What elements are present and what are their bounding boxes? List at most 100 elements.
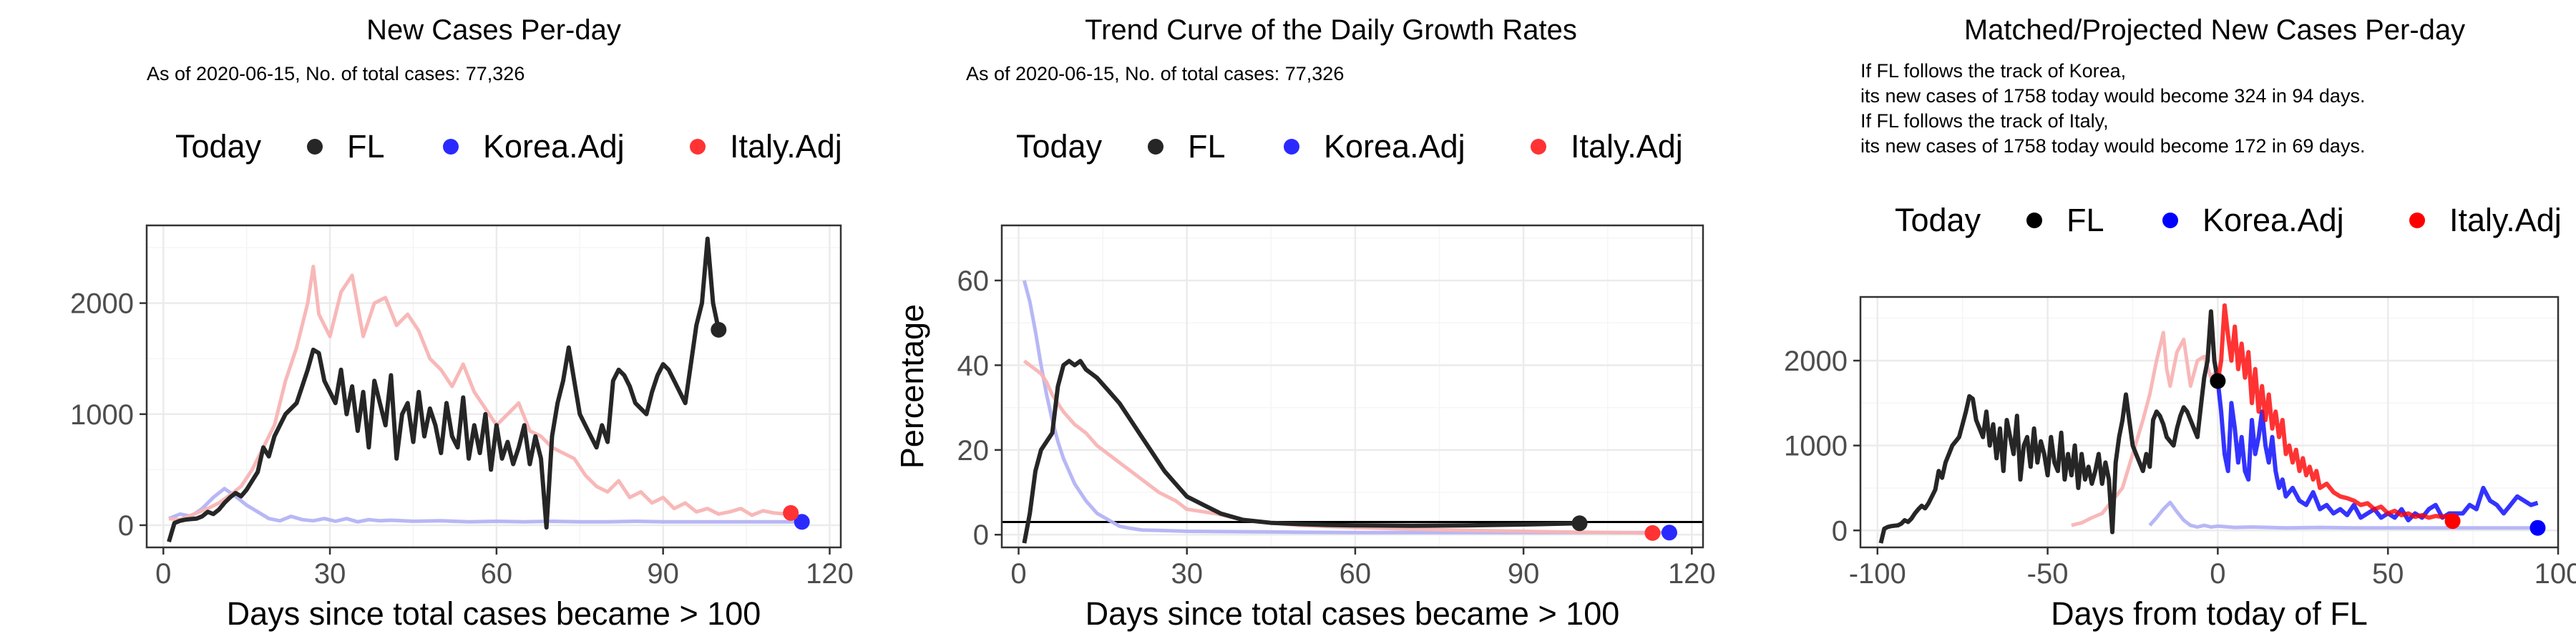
y-tick-label: 2000 — [70, 288, 134, 320]
chart-panel-2: Trend Curve of the Daily Growth Rates As … — [894, 14, 1716, 632]
series-line-fl — [167, 236, 721, 543]
chart-title: Trend Curve of the Daily Growth Rates — [1085, 14, 1577, 46]
x-tick-label: 0 — [1010, 558, 1026, 590]
axes: 0 30 60 90 120 0 1000 2000 — [70, 288, 854, 590]
legend-key-fl — [1148, 139, 1163, 155]
x-tick-label: -50 — [2027, 558, 2069, 590]
x-tick-label: 50 — [2372, 558, 2404, 590]
end-point-italy-adj — [2444, 513, 2461, 530]
y-tick-label: 60 — [957, 265, 990, 297]
chart-subtitle-line: its new cases of 1758 today would become… — [1860, 135, 2365, 157]
legend-label: FL — [1188, 128, 1226, 165]
chart-panel-3: Matched/Projected New Cases Per-day If FL… — [1784, 14, 2576, 632]
x-tick-label: 120 — [1668, 558, 1716, 590]
series-line-korea-adj-matched-history — [2148, 500, 2538, 530]
series-line-fl — [1878, 309, 2220, 544]
y-tick-label: 0 — [118, 510, 134, 542]
y-tick-label: 40 — [957, 350, 990, 381]
plot-background — [1002, 225, 1703, 547]
plot-background — [147, 225, 841, 547]
legend-label: Italy.Adj — [2449, 202, 2562, 238]
chart-subtitle-line: If FL follows the track of Korea, — [1860, 60, 2126, 82]
end-points — [2210, 373, 2546, 536]
x-tick-label: 0 — [155, 558, 171, 590]
series-line-italy-adj-matched-history — [2071, 331, 2220, 527]
panel-border — [1859, 296, 2560, 549]
legend-key-korea-adj — [2162, 213, 2178, 228]
end-point-korea-adj — [1661, 525, 1677, 541]
y-tick-label: 1000 — [70, 399, 134, 431]
legend-title: Today — [1895, 202, 1981, 238]
chart-panel-1: New Cases Per-day As of 2020-06-15, No. o… — [70, 14, 854, 632]
series-lines — [1022, 280, 1669, 544]
gridlines — [1002, 225, 1703, 547]
legend-label: Italy.Adj — [730, 128, 842, 165]
x-tick-label: 120 — [806, 558, 854, 590]
x-tick-label: 60 — [481, 558, 513, 590]
legend-key-fl — [2026, 213, 2042, 228]
end-point-fl — [1571, 515, 1588, 532]
legend-title: Today — [175, 128, 262, 165]
legend-title: Today — [1016, 128, 1103, 165]
legend-key-fl — [307, 139, 323, 155]
x-axis-title: Days since total cases became > 100 — [227, 595, 761, 632]
axes: 0 30 60 90 120 0 20 40 60 — [957, 265, 1716, 590]
panel-border — [1000, 224, 1704, 549]
end-points — [711, 321, 810, 530]
end-point-fl — [711, 321, 727, 338]
end-point-korea-adj — [2529, 519, 2546, 536]
chart-title: New Cases Per-day — [366, 14, 621, 46]
chart-subtitle-line: If FL follows the track of Italy, — [1860, 110, 2109, 132]
y-tick-label: 1000 — [1784, 431, 1848, 462]
x-tick-label: -100 — [1849, 558, 1906, 590]
chart-subtitle: As of 2020-06-15, No. of total cases: 77… — [966, 63, 1344, 84]
legend: Today FL Korea.Adj Italy.Adj — [175, 128, 842, 165]
legend: Today FL Korea.Adj Italy.Adj — [1016, 128, 1683, 165]
legend-label: Korea.Adj — [2202, 202, 2344, 238]
series-line-italy-adj-projection — [2215, 303, 2453, 520]
y-tick-label: 0 — [973, 519, 989, 551]
y-tick-label: 0 — [1832, 515, 1848, 547]
legend-key-korea-adj — [1284, 139, 1299, 155]
x-axis-title: Days since total cases became > 100 — [1085, 595, 1620, 632]
series-line-italy-adj — [1023, 359, 1653, 535]
legend-label: Italy.Adj — [1571, 128, 1683, 165]
end-point-italy-adj — [783, 504, 799, 521]
x-axis-title: Days from today of FL — [2051, 595, 2368, 632]
x-tick-label: 0 — [2210, 558, 2225, 590]
legend-label: Korea.Adj — [1324, 128, 1465, 165]
chart-subtitle-line: its new cases of 1758 today would become… — [1860, 85, 2365, 107]
series-line-fl — [1022, 358, 1580, 544]
end-point-italy-adj — [1644, 525, 1661, 541]
legend-label: FL — [2067, 202, 2104, 238]
gridlines — [147, 225, 841, 547]
legend-key-italy-adj — [690, 139, 706, 155]
y-axis-title: Percentage — [894, 304, 930, 469]
panel-border — [145, 224, 842, 549]
y-tick-label: 20 — [957, 435, 990, 467]
legend-label: Korea.Adj — [483, 128, 625, 165]
y-tick-label: 2000 — [1784, 346, 1848, 377]
legend-label: FL — [347, 128, 385, 165]
x-tick-label: 100 — [2534, 558, 2576, 590]
legend-key-korea-adj — [443, 139, 459, 155]
end-point-fl — [2210, 373, 2226, 389]
legend-key-italy-adj — [2409, 213, 2425, 228]
end-point-korea-adj — [794, 514, 810, 530]
series-lines — [167, 236, 802, 543]
x-tick-label: 30 — [1171, 558, 1203, 590]
chart-subtitle: As of 2020-06-15, No. of total cases: 77… — [147, 63, 525, 84]
series-line-korea-adj — [1022, 280, 1669, 535]
x-tick-label: 90 — [1508, 558, 1540, 590]
series-line-korea-adj-projection — [2215, 381, 2539, 522]
chart-title: Matched/Projected New Cases Per-day — [1964, 14, 2465, 46]
legend-key-italy-adj — [1531, 139, 1546, 155]
x-tick-label: 60 — [1340, 558, 1372, 590]
x-tick-label: 90 — [647, 558, 679, 590]
series-line-italy-adj — [168, 264, 786, 522]
x-tick-label: 30 — [314, 558, 346, 590]
legend: Today FL Korea.Adj Italy.Adj — [1895, 202, 2562, 238]
end-points — [1571, 515, 1677, 541]
